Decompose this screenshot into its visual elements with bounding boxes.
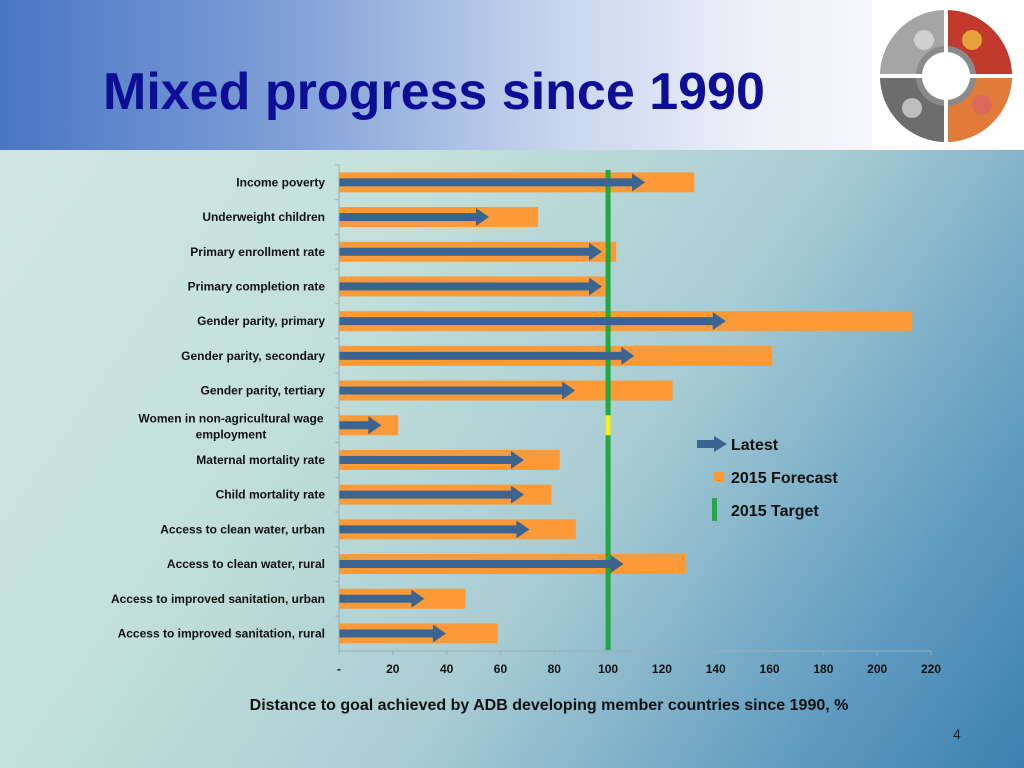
category-label: Primary completion rate — [188, 279, 326, 293]
latest-arrow-head — [632, 173, 646, 192]
latest-arrow-shaft — [339, 455, 512, 464]
legend-latest-label: Latest — [731, 437, 779, 454]
latest-arrow-head — [476, 208, 489, 227]
legend-latest: Latest — [697, 436, 779, 454]
page-number: 4 — [953, 726, 961, 742]
latest-arrow-head — [589, 277, 603, 296]
category-label: Access to clean water, urban — [160, 522, 325, 536]
category-label: Income poverty — [236, 175, 325, 189]
x-tick-label: 20 — [386, 662, 400, 676]
x-tick-label: - — [337, 662, 341, 676]
category-label: Primary enrollment rate — [190, 245, 325, 259]
category-label-line: Gender parity, primary — [197, 314, 325, 328]
target-highlight — [605, 415, 611, 436]
latest-arrow-head — [510, 450, 524, 469]
x-tick-label: 60 — [494, 662, 508, 676]
logo-icon — [880, 10, 1012, 142]
latest-arrow-head — [562, 381, 576, 400]
latest-arrow-shaft — [339, 351, 623, 360]
target-line — [605, 170, 611, 650]
latest-arrow-shaft — [339, 178, 634, 187]
legend-forecast-swatch — [714, 472, 724, 482]
category-label-line: Access to improved sanitation, urban — [111, 592, 325, 606]
legend-latest-arrowhead — [714, 436, 727, 452]
latest-arrow-head — [589, 242, 603, 261]
category-label-line: Gender parity, tertiary — [201, 384, 326, 398]
latest-arrow-head — [510, 485, 524, 504]
category-label-line: Women in non-agricultural wage — [138, 411, 323, 425]
category-label-line: Access to clean water, urban — [160, 522, 325, 536]
category-label: Child mortality rate — [216, 488, 326, 502]
category-label: Underweight children — [202, 210, 325, 224]
legend-forecast-label: 2015 Forecast — [731, 470, 838, 487]
category-label-line: Child mortality rate — [216, 488, 326, 502]
category-label: Maternal mortality rate — [196, 453, 325, 467]
latest-arrow-shaft — [339, 247, 591, 256]
legend-target-swatch — [712, 498, 717, 521]
category-label: Access to improved sanitation, urban — [111, 592, 325, 606]
x-tick-label: 140 — [706, 662, 726, 676]
latest-arrow-head — [712, 312, 726, 331]
category-label: Gender parity, primary — [197, 314, 325, 328]
category-label: Women in non-agricultural wage employment — [138, 411, 323, 441]
latest-arrow-head — [621, 346, 635, 365]
x-axis-title: Distance to goal achieved by ADB develop… — [250, 697, 849, 714]
latest-arrow-shaft — [339, 213, 477, 222]
latest-arrow-shaft — [339, 386, 564, 395]
category-label-line: Primary completion rate — [188, 279, 326, 293]
slide-title: Mixed progress since 1990 — [103, 63, 765, 121]
latest-arrow-head — [411, 589, 425, 608]
category-label: Access to clean water, rural — [167, 557, 325, 571]
latest-arrow-shaft — [339, 421, 370, 430]
latest-arrow-head — [368, 416, 382, 435]
x-tick-label: 160 — [760, 662, 780, 676]
category-label-line: Access to clean water, rural — [167, 557, 325, 571]
latest-arrow-shaft — [339, 490, 512, 499]
category-label-line: Underweight children — [202, 210, 325, 224]
latest-arrow-head — [432, 624, 446, 643]
category-label-line: employment — [196, 427, 267, 441]
legend-forecast: 2015 Forecast — [714, 470, 838, 487]
x-tick-label: 100 — [598, 662, 618, 676]
latest-arrow-shaft — [339, 317, 714, 326]
category-label-line: Maternal mortality rate — [196, 453, 325, 467]
x-tick-label: 180 — [813, 662, 833, 676]
category-label-line: Gender parity, secondary — [181, 349, 325, 363]
x-tick-label: 200 — [867, 662, 887, 676]
latest-arrow-shaft — [339, 282, 591, 291]
category-label-line: Income poverty — [236, 175, 325, 189]
latest-arrow-head — [610, 555, 624, 574]
latest-arrow-shaft — [339, 594, 413, 603]
category-label-line: Access to improved sanitation, rural — [118, 626, 325, 640]
category-label: Gender parity, secondary — [181, 349, 325, 363]
x-tick-label: 120 — [652, 662, 672, 676]
x-tick-label: 40 — [440, 662, 454, 676]
latest-arrow-shaft — [339, 525, 518, 534]
category-label: Access to improved sanitation, rural — [118, 626, 325, 640]
title-band — [0, 0, 1024, 150]
category-label-line: Primary enrollment rate — [190, 245, 325, 259]
photo-collage-circle-logo — [872, 0, 1020, 150]
latest-arrow-shaft — [339, 629, 434, 638]
latest-arrow-head — [516, 520, 530, 539]
latest-arrow-shaft — [339, 560, 612, 569]
x-tick-label: 80 — [548, 662, 562, 676]
x-tick-label: 220 — [921, 662, 941, 676]
legend-target: 2015 Target — [712, 498, 819, 521]
legend-target-label: 2015 Target — [731, 503, 819, 520]
category-label: Gender parity, tertiary — [201, 384, 326, 398]
